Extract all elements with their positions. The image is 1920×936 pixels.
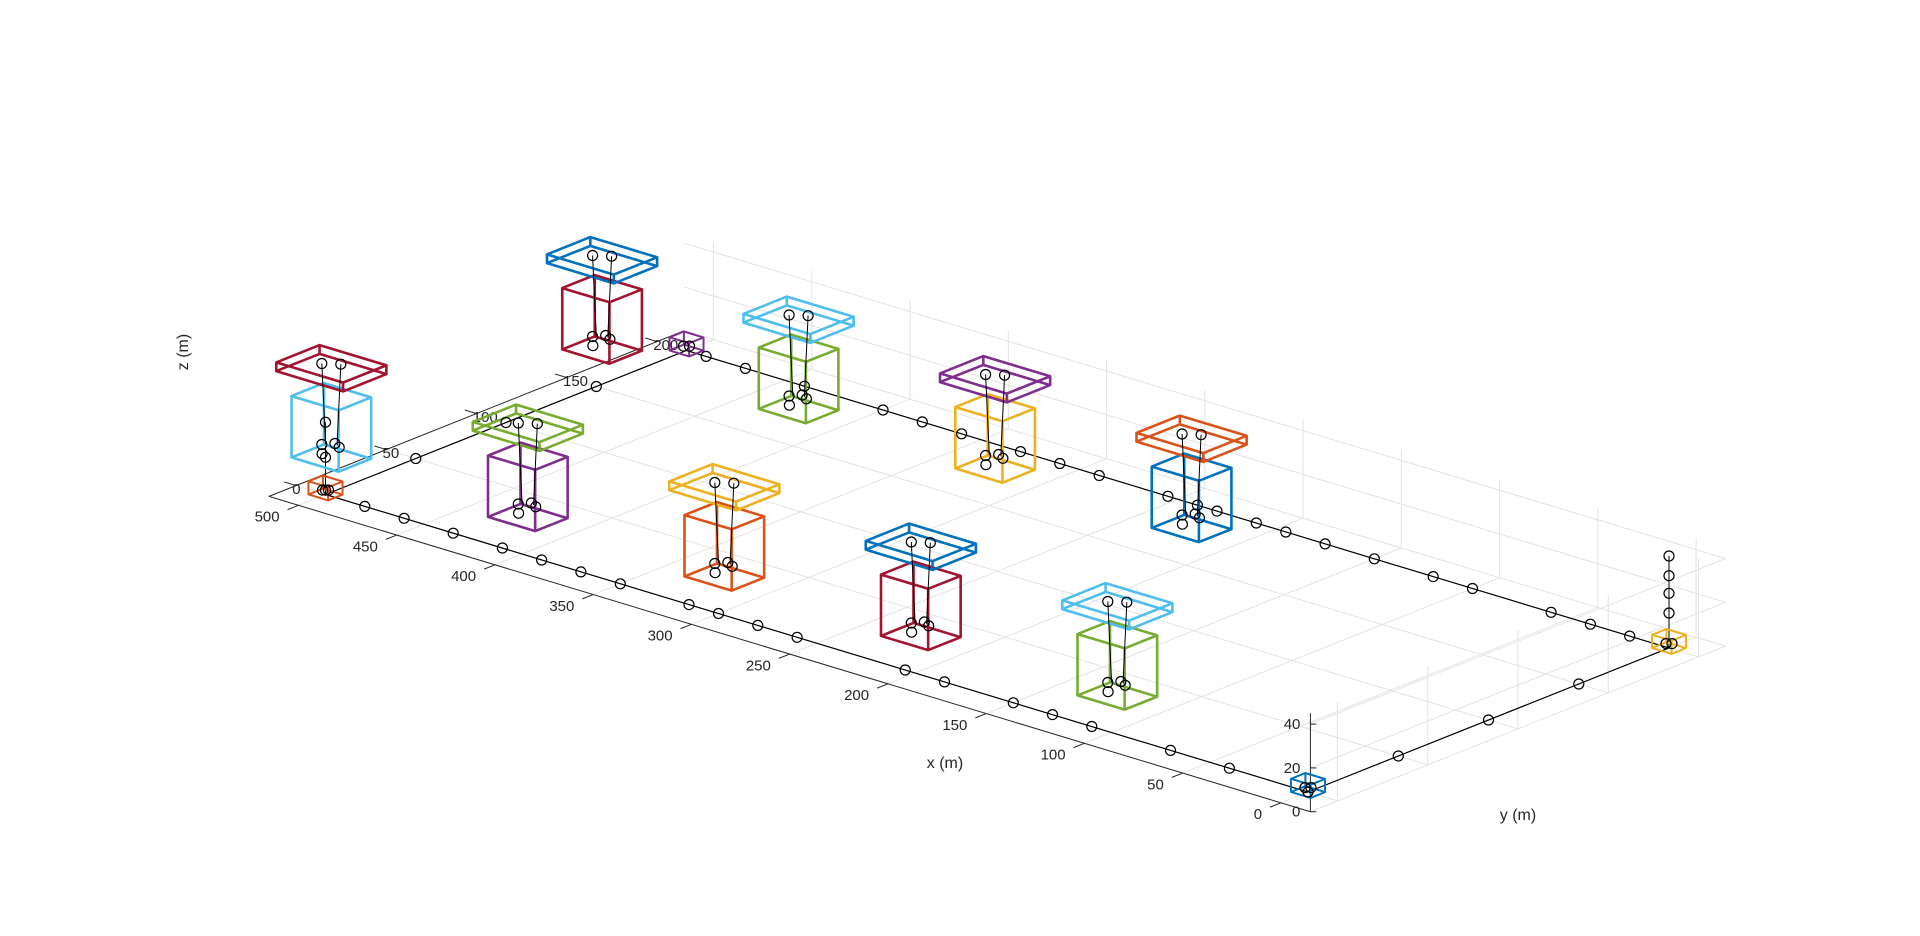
tether-node xyxy=(784,400,794,410)
x-tick-label: 500 xyxy=(255,509,280,526)
x-tick-label: 300 xyxy=(648,628,673,645)
x-tick-label: 400 xyxy=(451,568,476,585)
grid-line xyxy=(684,287,1725,602)
floater-4 xyxy=(292,383,372,472)
floater-7 xyxy=(759,335,839,424)
grid-line xyxy=(386,450,1427,765)
floater-6 xyxy=(955,394,1035,483)
grid-line xyxy=(567,378,1608,693)
x-tick-mark xyxy=(386,535,397,539)
x-tick-mark xyxy=(288,505,299,509)
z-tick-label: 20 xyxy=(1284,760,1301,777)
tether-node xyxy=(907,627,917,637)
x-tick-label: 150 xyxy=(942,717,967,734)
y-tick-label: 50 xyxy=(382,445,399,462)
grid-line xyxy=(477,414,1518,729)
grid-line xyxy=(684,243,1725,558)
tether-node xyxy=(514,508,524,518)
x-tick-mark xyxy=(1172,773,1183,777)
z-axis-label: z (m) xyxy=(175,334,192,370)
x-tick-mark xyxy=(975,714,986,718)
floater-2 xyxy=(685,502,765,591)
x-tick-mark xyxy=(484,565,495,569)
x-axis-line xyxy=(269,496,1310,811)
tether-node xyxy=(710,568,720,578)
floater-0 xyxy=(1078,621,1158,710)
platform-layer xyxy=(276,237,1686,798)
grid-line xyxy=(684,331,1725,646)
x-tick-label: 0 xyxy=(1254,806,1262,823)
floater-1 xyxy=(881,562,961,651)
tether-node xyxy=(588,341,598,351)
y-axis-label: y (m) xyxy=(1500,807,1536,824)
x-tick-mark xyxy=(1270,803,1281,807)
corner-anchor-0 xyxy=(1291,773,1325,798)
x-tick-mark xyxy=(582,595,593,599)
x-tick-mark xyxy=(681,624,692,628)
x-axis-label: x (m) xyxy=(927,755,963,772)
x-tick-label: 200 xyxy=(844,687,869,704)
x-tick-label: 250 xyxy=(746,657,771,674)
y-tick-label: 150 xyxy=(563,373,588,390)
x-tick-label: 450 xyxy=(353,538,378,555)
tether-node xyxy=(1177,519,1187,529)
tether-node xyxy=(1103,687,1113,697)
x-tick-mark xyxy=(877,684,888,688)
x-tick-label: 50 xyxy=(1147,776,1164,793)
z-tick-label: 40 xyxy=(1284,716,1301,733)
floater-8 xyxy=(562,275,642,364)
y-tick-label: 0 xyxy=(292,481,300,498)
x-tick-mark xyxy=(779,654,790,658)
floater-3 xyxy=(488,443,568,532)
grid-layer xyxy=(296,241,1726,812)
x-tick-mark xyxy=(1074,743,1085,747)
x-tick-label: 350 xyxy=(549,598,574,615)
x-tick-label: 100 xyxy=(1041,747,1066,764)
tether-node xyxy=(981,460,991,470)
z-tick-label: 0 xyxy=(1292,804,1300,821)
